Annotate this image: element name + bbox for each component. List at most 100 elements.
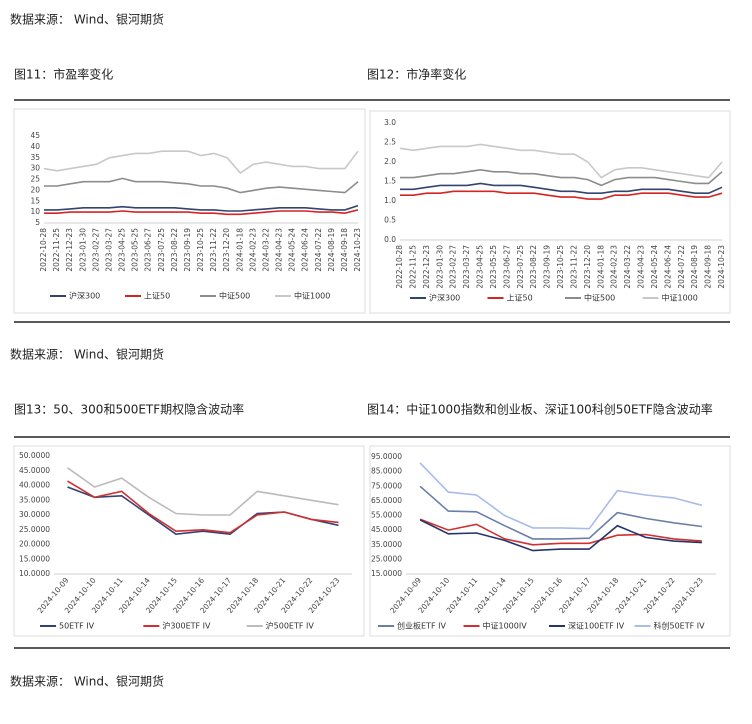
y-tick-label: 5 <box>35 218 40 227</box>
y-tick-label: 3.0 <box>384 118 396 127</box>
y-tick-label: 40 <box>30 142 40 151</box>
x-tick-label: 2024-04-23 <box>637 245 646 289</box>
y-tick-label: 65.0000 <box>371 496 402 505</box>
legend-label: 科创50ETF IV <box>654 621 706 631</box>
source-note: 数据来源： Wind、银河期货 <box>10 12 164 27</box>
y-tick-label: 25.0000 <box>19 525 50 534</box>
x-tick-label: 2024-09-18 <box>340 228 349 272</box>
y-tick-label: 1.0 <box>384 196 396 205</box>
figure-title: 图13：50、300和500ETF期权隐含波动率 <box>14 402 244 417</box>
x-tick-label: 2024-06-24 <box>663 245 672 289</box>
series-line <box>44 209 359 216</box>
y-tick-label: 25.0000 <box>371 554 402 563</box>
y-tick-label: 95.0000 <box>371 452 402 461</box>
y-tick-label: 45 <box>30 131 40 140</box>
series-line <box>419 485 703 540</box>
x-tick-label: 2024-08-19 <box>690 245 699 289</box>
y-tick-label: 10 <box>30 207 40 216</box>
legend-label: 深证100ETF IV <box>568 622 625 631</box>
legend-label: 50ETF IV <box>59 622 95 631</box>
x-tick-label: 2023-12-20 <box>583 245 592 289</box>
series-line <box>43 150 359 175</box>
x-tick-label: 2024-04-23 <box>275 228 284 272</box>
x-tick-label: 2022-12-23 <box>422 245 431 289</box>
figure-title: 图11：市盈率变化 <box>14 67 113 82</box>
chart-frame <box>13 108 366 314</box>
x-tick-label: 2024-06-24 <box>301 228 310 272</box>
x-tick-label: 2023-08-22 <box>170 228 179 272</box>
legend-label: 创业板ETF IV <box>397 621 446 631</box>
y-tick-label: 15 <box>30 196 40 205</box>
legend-label: 中证1000IV <box>483 621 528 631</box>
x-tick-label: 2023-03-27 <box>104 228 113 272</box>
series-line <box>419 519 702 552</box>
legend-label: 中证1000 <box>662 293 698 303</box>
x-tick-label: 2022-10-28 <box>39 228 48 272</box>
x-tick-label: 2023-01-30 <box>78 228 87 272</box>
x-tick-label: 2022-11-25 <box>52 228 61 272</box>
figure-title: 图12：市净率变化 <box>367 67 466 82</box>
y-tick-label: 0.5 <box>384 216 396 225</box>
series-line <box>67 467 339 516</box>
y-tick-label: 2.5 <box>384 138 396 147</box>
y-tick-label: 10.0000 <box>19 569 50 578</box>
x-tick-label: 2023-11-22 <box>569 245 578 289</box>
y-tick-label: 25 <box>30 175 40 184</box>
x-tick-label: 2023-12-20 <box>222 228 231 272</box>
x-tick-label: 2023-06-27 <box>502 245 511 289</box>
y-tick-label: 85.0000 <box>371 467 402 476</box>
legend-label: 沪500ETF IV <box>266 621 315 631</box>
y-tick-label: 45.0000 <box>371 525 402 534</box>
y-tick-label: 35.0000 <box>19 495 50 504</box>
legend-label: 沪深300 <box>69 291 100 301</box>
series-line <box>400 168 723 187</box>
x-tick-label: 2023-07-25 <box>516 245 525 289</box>
x-tick-label: 2023-02-27 <box>449 245 458 289</box>
series-line <box>399 143 723 179</box>
x-tick-label: 2022-11-25 <box>408 245 417 289</box>
series-line <box>400 182 723 194</box>
y-tick-label: 2.0 <box>384 157 396 166</box>
legend-label: 沪300ETF IV <box>162 621 211 631</box>
legend-label: 沪深300 <box>429 293 460 303</box>
legend-label: 上证50 <box>507 294 533 303</box>
y-tick-label: 35.0000 <box>371 540 402 549</box>
y-tick-label: 50.0000 <box>19 451 50 460</box>
x-tick-label: 2023-11-22 <box>209 228 218 272</box>
x-tick-label: 2024-01-18 <box>235 228 244 272</box>
x-tick-label: 2023-10-25 <box>196 228 205 272</box>
x-tick-label: 2024-02-23 <box>248 228 257 272</box>
x-tick-label: 2024-09-18 <box>704 245 713 289</box>
x-tick-label: 2023-06-27 <box>144 228 153 272</box>
series-line <box>44 177 359 194</box>
y-tick-label: 55.0000 <box>371 511 402 520</box>
x-tick-label: 2024-05-24 <box>288 228 297 272</box>
y-tick-label: 15.0000 <box>371 569 402 578</box>
x-tick-label: 2024-08-19 <box>327 228 336 272</box>
figure-title: 图14：中证1000指数和创业板、深证100科创50ETF隐含波动率 <box>367 402 713 417</box>
y-tick-label: 20 <box>30 185 40 194</box>
x-tick-label: 2024-10-23 <box>353 228 362 272</box>
x-tick-label: 2024-03-22 <box>261 228 270 272</box>
legend-label: 中证500 <box>219 291 250 301</box>
x-tick-label: 2024-01-18 <box>596 245 605 289</box>
x-tick-label: 2023-09-19 <box>543 245 552 289</box>
y-tick-label: 15.0000 <box>19 554 50 563</box>
x-tick-label: 2023-07-25 <box>157 228 166 272</box>
x-tick-label: 2023-03-27 <box>462 245 471 289</box>
series-line <box>419 518 702 546</box>
y-tick-label: 20.0000 <box>19 540 50 549</box>
x-tick-label: 2023-09-19 <box>183 228 192 272</box>
y-tick-label: 45.0000 <box>19 466 50 475</box>
chart-frame <box>369 445 731 637</box>
y-tick-label: 40.0000 <box>19 481 50 490</box>
y-tick-label: 30.0000 <box>19 510 50 519</box>
source-note: 数据来源： Wind、银河期货 <box>10 347 164 362</box>
y-tick-label: 1.5 <box>384 177 396 186</box>
x-tick-label: 2024-03-22 <box>623 245 632 289</box>
legend-label: 中证500 <box>584 293 615 303</box>
series-line <box>400 190 723 200</box>
series-line <box>44 204 359 212</box>
